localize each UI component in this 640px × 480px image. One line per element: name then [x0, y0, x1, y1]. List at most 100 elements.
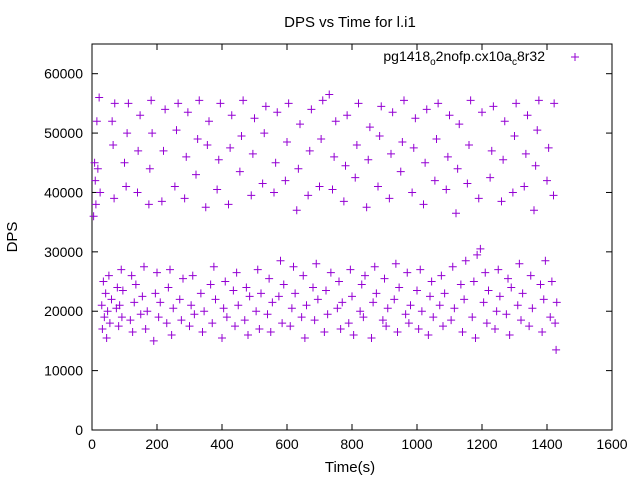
- data-point: [89, 212, 98, 221]
- data-point: [382, 322, 391, 331]
- data-point: [383, 304, 392, 313]
- data-point: [372, 289, 381, 298]
- data-point: [187, 301, 196, 310]
- data-point: [127, 271, 136, 280]
- data-point: [144, 200, 153, 209]
- data-point: [424, 330, 433, 339]
- data-point: [268, 298, 277, 307]
- data-point: [128, 328, 137, 337]
- data-point: [93, 164, 102, 173]
- data-point: [380, 274, 389, 283]
- data-point: [140, 262, 148, 271]
- data-point: [240, 316, 249, 325]
- x-tick-label: 1600: [596, 436, 627, 452]
- data-point: [486, 173, 495, 182]
- data-point: [123, 129, 132, 138]
- data-point: [110, 194, 119, 203]
- data-point: [122, 182, 131, 191]
- data-point: [255, 325, 264, 334]
- data-point: [403, 268, 412, 277]
- data-point: [234, 301, 243, 310]
- legend-marker: [571, 53, 579, 61]
- data-point: [195, 96, 204, 105]
- data-point: [349, 330, 358, 339]
- data-point: [520, 182, 529, 191]
- data-point: [515, 259, 524, 268]
- data-point: [180, 194, 189, 203]
- data-point: [447, 316, 456, 325]
- data-point: [351, 173, 360, 182]
- data-point: [523, 111, 532, 120]
- data-point: [387, 149, 395, 158]
- data-point: [346, 265, 355, 274]
- data-point: [434, 99, 443, 108]
- data-point: [385, 194, 394, 203]
- data-point: [183, 108, 192, 117]
- y-tick-label: 0: [75, 422, 83, 438]
- data-point: [117, 313, 126, 322]
- x-tick-label: 600: [275, 436, 299, 452]
- data-point: [328, 185, 337, 194]
- data-point: [175, 295, 184, 304]
- data-point: [260, 129, 269, 138]
- data-point: [413, 286, 421, 295]
- data-point: [530, 206, 538, 215]
- data-point: [279, 280, 288, 289]
- data-point: [90, 158, 99, 167]
- data-point: [265, 274, 274, 283]
- data-point: [497, 197, 506, 206]
- data-point: [253, 265, 262, 274]
- data-point: [157, 197, 166, 206]
- data-point: [250, 114, 259, 123]
- y-tick-label: 30000: [44, 244, 83, 260]
- data-point: [427, 277, 436, 286]
- data-point: [98, 325, 107, 334]
- legend: pg1418o2nofp.cx10ac8r32: [383, 48, 579, 68]
- data-point: [455, 120, 464, 129]
- data-point: [107, 295, 116, 304]
- data-point: [227, 111, 236, 120]
- data-point: [104, 271, 113, 280]
- x-tick-label: 1200: [466, 436, 497, 452]
- data-point: [141, 325, 150, 334]
- data-point: [474, 194, 483, 203]
- data-point: [546, 313, 555, 322]
- data-point: [136, 111, 145, 120]
- data-point: [404, 319, 413, 328]
- data-point: [174, 99, 183, 108]
- data-point: [333, 304, 342, 313]
- data-point: [544, 143, 553, 152]
- data-point: [300, 333, 309, 342]
- data-point: [185, 322, 194, 331]
- data-point: [270, 188, 278, 197]
- data-point: [362, 203, 371, 212]
- data-point: [149, 336, 158, 345]
- data-point: [226, 143, 235, 152]
- data-point: [218, 333, 226, 342]
- data-point: [266, 328, 275, 337]
- legend-plus-marker: [571, 53, 579, 61]
- data-point: [242, 283, 251, 292]
- data-point: [400, 96, 408, 105]
- data-point: [166, 265, 174, 274]
- data-point: [335, 277, 343, 286]
- data-point: [278, 319, 287, 328]
- data-point: [263, 310, 272, 319]
- data-point: [411, 114, 420, 123]
- y-tick-label: 40000: [44, 184, 83, 200]
- data-point: [216, 99, 225, 108]
- data-point: [419, 200, 428, 209]
- data-point: [460, 295, 469, 304]
- data-point: [170, 182, 179, 191]
- data-point: [512, 99, 521, 108]
- data-point: [110, 99, 119, 108]
- data-point: [322, 286, 330, 295]
- data-point: [395, 283, 404, 292]
- data-point: [487, 146, 496, 155]
- data-point: [439, 322, 447, 331]
- data-point: [198, 328, 207, 337]
- data-point: [445, 111, 454, 120]
- data-point: [213, 185, 222, 194]
- data-point: [307, 105, 316, 114]
- x-tick-label: 1400: [531, 436, 562, 452]
